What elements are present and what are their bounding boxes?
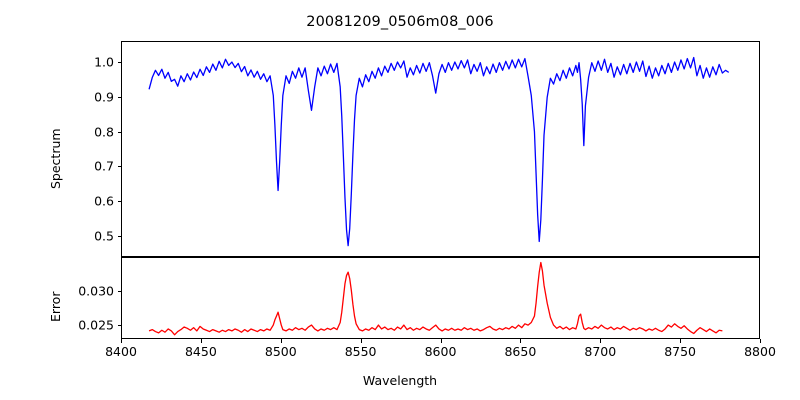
x-tick-mark bbox=[121, 339, 123, 343]
x-tick-label: 8550 bbox=[344, 344, 377, 359]
x-tick-label: 8750 bbox=[664, 344, 696, 359]
y-tick-mark-spectrum bbox=[117, 131, 121, 133]
x-tick-label: 8450 bbox=[184, 344, 217, 359]
y-tick-label-spectrum: 0.9 bbox=[94, 89, 114, 105]
x-tick-mark bbox=[760, 339, 762, 343]
x-tick-mark bbox=[440, 339, 442, 343]
x-tick-label: 8650 bbox=[504, 344, 537, 359]
spectrum-plot-area bbox=[121, 41, 760, 257]
y-tick-label-spectrum: 0.5 bbox=[94, 228, 114, 244]
y-tick-mark-spectrum bbox=[117, 236, 121, 238]
y-tick-mark-spectrum bbox=[117, 96, 121, 98]
y-tick-mark-error bbox=[117, 291, 121, 293]
y-tick-mark-spectrum bbox=[117, 61, 121, 63]
x-axis-label: Wavelength bbox=[362, 373, 438, 388]
error-line-series bbox=[122, 258, 759, 338]
y-tick-label-spectrum: 0.6 bbox=[94, 193, 114, 209]
y-tick-label-spectrum: 1.0 bbox=[94, 54, 114, 70]
y-tick-label-error: 0.030 bbox=[78, 283, 114, 299]
y-axis-label-spectrum: Spectrum bbox=[48, 128, 63, 189]
x-tick-mark bbox=[200, 339, 202, 343]
x-tick-label: 8400 bbox=[105, 344, 137, 359]
x-tick-mark bbox=[360, 339, 362, 343]
x-tick-mark bbox=[280, 339, 282, 343]
x-tick-label: 8600 bbox=[424, 344, 457, 359]
y-tick-label-spectrum: 0.7 bbox=[94, 158, 114, 174]
error-plot-area bbox=[121, 257, 760, 339]
y-tick-mark-spectrum bbox=[117, 166, 121, 168]
x-tick-mark bbox=[600, 339, 602, 343]
y-tick-label-error: 0.025 bbox=[78, 317, 114, 332]
spectrum-line-series bbox=[122, 42, 759, 256]
y-tick-label-spectrum: 0.8 bbox=[94, 124, 114, 140]
x-tick-mark bbox=[680, 339, 682, 343]
page-title: 20081209_0506m08_006 bbox=[306, 14, 494, 30]
x-tick-label: 8800 bbox=[744, 344, 776, 359]
y-tick-mark-error bbox=[117, 324, 121, 326]
x-tick-mark bbox=[520, 339, 522, 343]
y-tick-mark-spectrum bbox=[117, 201, 121, 203]
x-tick-label: 8500 bbox=[264, 344, 297, 359]
x-tick-label: 8700 bbox=[584, 344, 617, 359]
